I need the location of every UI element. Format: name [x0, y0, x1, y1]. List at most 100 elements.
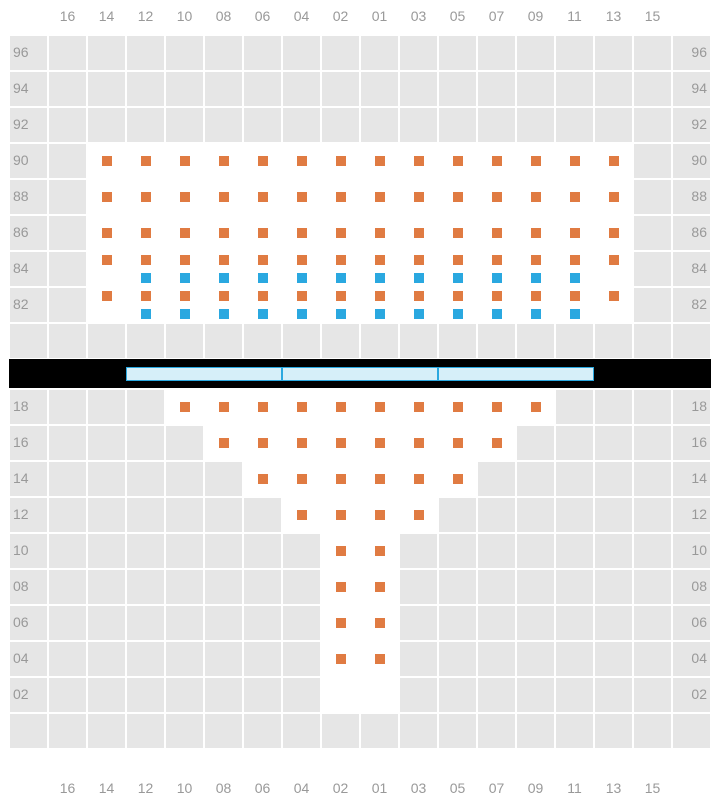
grid-vline	[8, 35, 10, 359]
seating-chart: 1616141412121010080806060404020201010303…	[0, 0, 720, 800]
row-label-right: 08	[676, 578, 707, 594]
seat-icon	[141, 228, 151, 238]
seat-icon-blue	[414, 309, 424, 319]
seat-icon	[570, 228, 580, 238]
seat-icon	[336, 255, 346, 265]
col-label-bottom: 07	[477, 780, 516, 796]
grid-hline	[9, 748, 711, 750]
col-label-top: 12	[126, 8, 165, 24]
col-label-top: 02	[321, 8, 360, 24]
col-label-bottom: 16	[48, 780, 87, 796]
col-label-bottom: 01	[360, 780, 399, 796]
row-label-left: 88	[13, 188, 44, 204]
row-label-right: 94	[676, 80, 707, 96]
seat-icon	[609, 192, 619, 202]
col-label-bottom: 12	[126, 780, 165, 796]
col-label-top: 06	[243, 8, 282, 24]
seat-icon	[375, 291, 385, 301]
col-label-top: 15	[633, 8, 672, 24]
row-label-right: 04	[676, 650, 707, 666]
row-label-left: 86	[13, 224, 44, 240]
row-label-left: 90	[13, 152, 44, 168]
seat-icon-blue	[180, 309, 190, 319]
seat-icon	[570, 255, 580, 265]
row-label-right: 14	[676, 470, 707, 486]
col-label-bottom: 03	[399, 780, 438, 796]
seat-icon	[375, 156, 385, 166]
seat-icon	[414, 402, 424, 412]
seat-icon	[336, 291, 346, 301]
grid-hline	[9, 388, 711, 390]
col-label-bottom: 11	[555, 780, 594, 796]
seat-icon	[258, 291, 268, 301]
seat-icon	[414, 474, 424, 484]
row-label-left: 16	[13, 434, 44, 450]
seat-icon	[453, 228, 463, 238]
col-label-bottom: 05	[438, 780, 477, 796]
seat-icon-blue	[531, 273, 541, 283]
stage-segment	[282, 367, 438, 381]
row-label-left: 04	[13, 650, 44, 666]
seat-icon	[492, 156, 502, 166]
seat-icon	[258, 255, 268, 265]
seat-icon-blue	[492, 309, 502, 319]
seat-icon	[102, 255, 112, 265]
seat-icon	[219, 156, 229, 166]
seat-icon-blue	[375, 273, 385, 283]
seat-icon	[570, 156, 580, 166]
seat-icon	[336, 438, 346, 448]
seat-icon	[336, 402, 346, 412]
seat-icon	[297, 255, 307, 265]
grid-vline	[47, 35, 49, 359]
seat-icon	[531, 156, 541, 166]
seat-icon	[297, 291, 307, 301]
grid-hline	[9, 460, 711, 462]
seat-icon	[375, 474, 385, 484]
seat-icon	[375, 438, 385, 448]
seat-icon	[414, 291, 424, 301]
seat-icon	[414, 438, 424, 448]
seat-icon-blue	[414, 273, 424, 283]
col-label-top: 03	[399, 8, 438, 24]
seat-icon	[180, 228, 190, 238]
seat-icon	[531, 291, 541, 301]
seat-icon-blue	[258, 273, 268, 283]
seat-icon-blue	[492, 273, 502, 283]
grid-hline	[9, 34, 711, 36]
seat-icon	[141, 156, 151, 166]
row-label-right: 88	[676, 188, 707, 204]
seat-icon	[531, 255, 541, 265]
col-label-top: 13	[594, 8, 633, 24]
seat-icon-blue	[570, 309, 580, 319]
seat-icon	[219, 438, 229, 448]
grid-vline	[710, 35, 712, 359]
seat-icon-blue	[180, 273, 190, 283]
row-label-left: 02	[13, 686, 44, 702]
seat-icon	[375, 582, 385, 592]
row-label-left: 14	[13, 470, 44, 486]
seat-icon-blue	[531, 309, 541, 319]
row-label-right: 84	[676, 260, 707, 276]
grid-hline	[9, 106, 711, 108]
col-label-bottom: 08	[204, 780, 243, 796]
seat-icon	[492, 228, 502, 238]
col-label-top: 09	[516, 8, 555, 24]
seat-icon	[102, 156, 112, 166]
col-label-top: 05	[438, 8, 477, 24]
seat-icon-blue	[570, 273, 580, 283]
row-label-right: 12	[676, 506, 707, 522]
col-label-top: 07	[477, 8, 516, 24]
seat-cell[interactable]	[361, 678, 398, 712]
col-label-bottom: 15	[633, 780, 672, 796]
seat-icon-blue	[336, 273, 346, 283]
row-label-right: 02	[676, 686, 707, 702]
col-label-bottom: 04	[282, 780, 321, 796]
grid-hline	[9, 424, 711, 426]
seat-icon-blue	[141, 273, 151, 283]
seat-icon	[219, 291, 229, 301]
seat-icon	[141, 255, 151, 265]
seat-icon	[258, 438, 268, 448]
seat-icon	[414, 228, 424, 238]
grid-hline	[9, 70, 711, 72]
seat-cell[interactable]	[322, 678, 359, 712]
